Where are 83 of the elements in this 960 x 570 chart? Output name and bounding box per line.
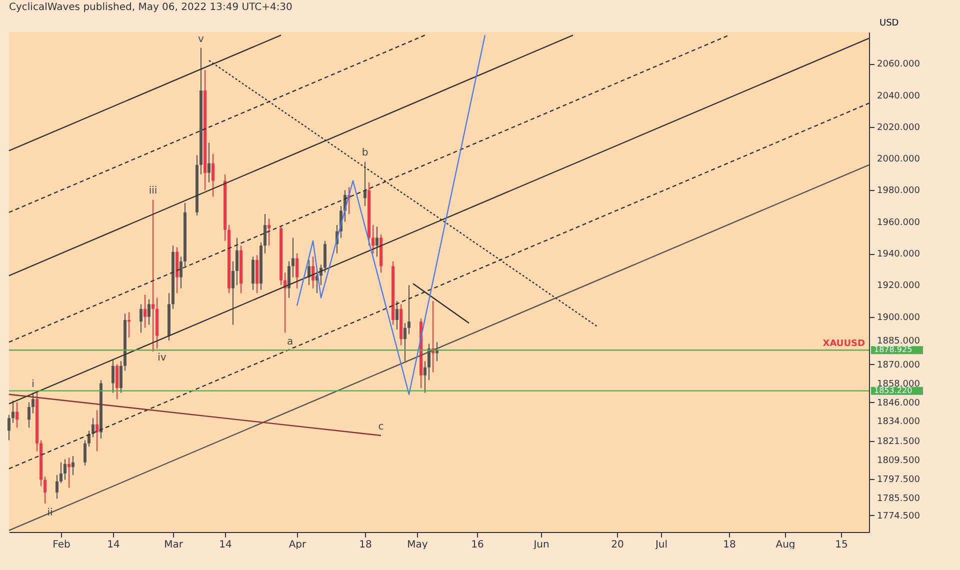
candlestick — [296, 253, 298, 289]
candlestick — [308, 259, 310, 286]
y-tick-label: 1960.000 — [877, 218, 920, 228]
annotation: XAUUSD — [822, 339, 865, 350]
x-tick-label: 14 — [107, 540, 120, 550]
x-tick-label: 14 — [219, 540, 232, 550]
y-tick-label: 2000.000 — [877, 154, 920, 165]
y-tick-label: 1821.500 — [877, 437, 920, 448]
candlestick — [140, 304, 142, 334]
candlestick — [144, 294, 146, 328]
y-axis-title: USD — [880, 18, 899, 28]
candlestick — [152, 199, 154, 352]
candlestick — [84, 440, 86, 466]
y-tick-label: 1920.000 — [877, 281, 920, 292]
candlestick — [252, 256, 254, 290]
candlestick — [236, 237, 238, 286]
candlestick — [180, 256, 182, 289]
x-tick-label: 16 — [471, 540, 484, 550]
y-tick-label: 1809.500 — [877, 456, 920, 466]
candlestick — [312, 256, 314, 289]
candlestick — [92, 418, 94, 438]
candlestick — [264, 213, 266, 254]
y-tick-label: 2060.000 — [877, 60, 920, 70]
y-tick-label: 2040.000 — [877, 91, 920, 102]
candlestick — [396, 300, 398, 330]
candlestick — [408, 284, 410, 335]
candlestick — [116, 364, 118, 400]
candlestick — [8, 414, 10, 441]
candlestick — [12, 400, 14, 424]
y-tick-label: 1774.500 — [877, 511, 920, 522]
ref-line-label: 1878.925 — [874, 345, 912, 354]
annotation: v — [198, 34, 204, 45]
candlestick — [112, 359, 114, 394]
candlestick — [56, 474, 58, 500]
candlestick — [60, 462, 62, 484]
candlestick — [232, 260, 234, 326]
x-tick-label: Mar — [164, 540, 184, 550]
candlestick — [292, 237, 294, 278]
candlestick — [404, 322, 406, 362]
candlestick — [324, 240, 326, 274]
y-tick-label: 1870.000 — [877, 360, 920, 370]
candlestick — [376, 226, 378, 258]
x-tick-label: 20 — [611, 540, 624, 550]
y-tick-label: 1900.000 — [877, 312, 920, 323]
candlestick — [212, 153, 214, 198]
chart-title: CyclicalWaves published, May 06, 2022 13:49 UTC+4:30 — [9, 2, 292, 13]
candlestick — [208, 142, 210, 183]
candlestick — [16, 402, 18, 428]
y-tick-label: 1797.500 — [877, 474, 920, 485]
y-tick-label: 2020.000 — [877, 122, 920, 133]
x-tick-label: 18 — [723, 540, 736, 550]
ref-line-label: 1853.220 — [874, 386, 912, 395]
y-tick-label: 1940.000 — [877, 250, 920, 260]
candlestick — [96, 410, 98, 452]
annotation: c — [378, 421, 384, 432]
y-tick-label: 1846.000 — [877, 398, 920, 408]
x-tick-label: 15 — [835, 540, 848, 550]
candlestick — [68, 457, 70, 488]
candlestick — [268, 218, 270, 246]
candlestick — [72, 456, 74, 476]
candlestick — [64, 458, 66, 480]
candlestick — [120, 360, 122, 394]
candlestick — [128, 312, 130, 338]
annotation: a — [286, 336, 294, 348]
candlestick — [28, 402, 30, 428]
candlestick — [424, 360, 426, 394]
y-tick-label: 1834.000 — [877, 417, 920, 428]
x-tick-label: 18 — [359, 540, 372, 550]
y-tick-label: 1980.000 — [877, 186, 920, 196]
candlestick — [148, 298, 150, 326]
y-tick-label: 1785.500 — [877, 494, 920, 504]
candlestick — [44, 476, 46, 504]
annotation: iii — [148, 186, 158, 197]
annotation: i — [32, 378, 34, 390]
annotation: iv — [158, 352, 166, 364]
candlestick — [288, 260, 290, 298]
y-tick-label: 1885.000 — [877, 336, 920, 347]
candlestick — [256, 254, 258, 294]
annotation: b — [362, 148, 368, 159]
x-tick-label: Feb — [52, 540, 70, 550]
candlestick — [372, 224, 374, 254]
candlestick — [32, 392, 34, 414]
line-series — [296, 34, 486, 395]
